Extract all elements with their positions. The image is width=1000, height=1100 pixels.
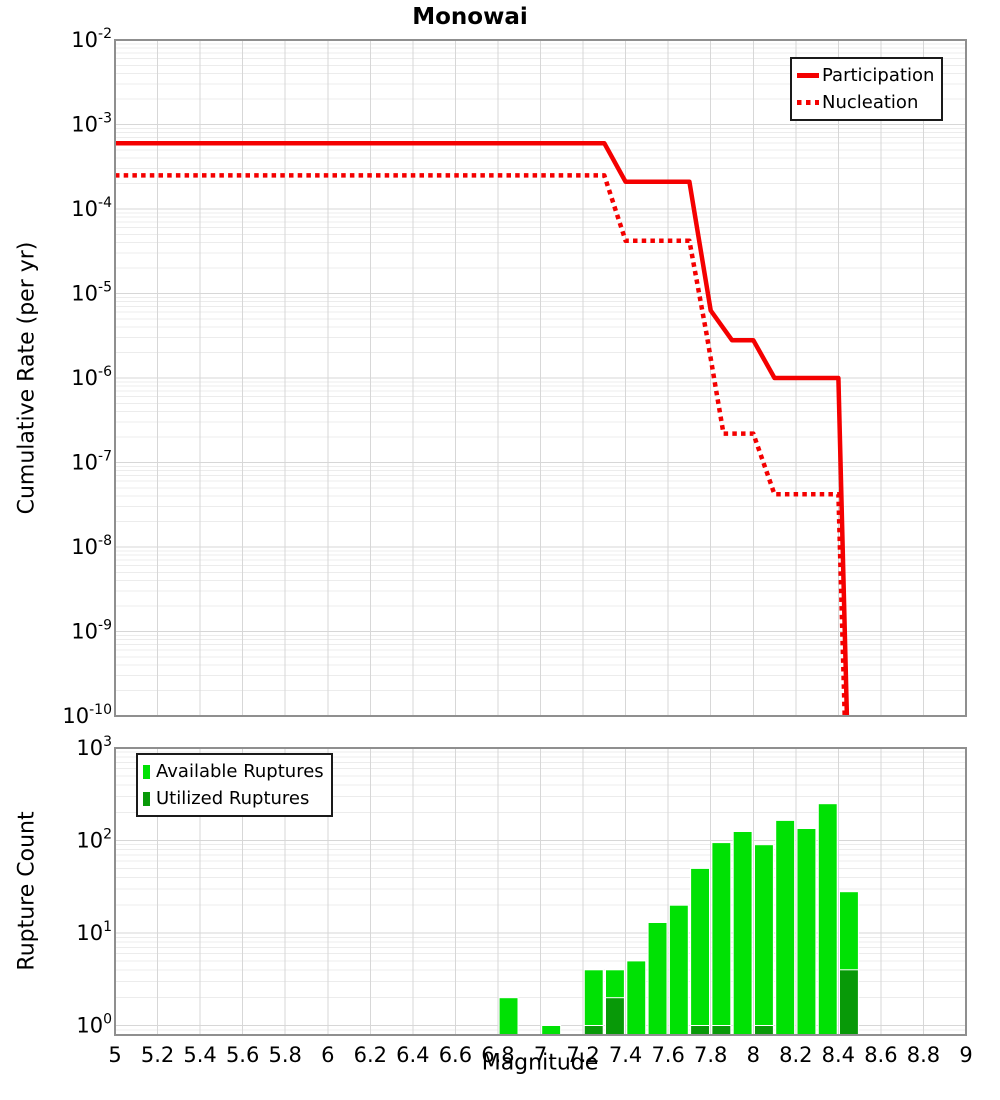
rate-panel: 10-2 10-3 10-4 10-5 10-6 10-7 10-8 10-9 10-10 xyxy=(62,26,967,728)
x-tick-label: 6 xyxy=(321,1043,334,1067)
legend-row-utilized: Utilized Ruptures xyxy=(143,785,324,812)
nucleation-legend-label: Nucleation xyxy=(822,92,919,113)
x-tick-label: 6.6 xyxy=(439,1043,472,1067)
y-tick-label: 100 xyxy=(76,1012,112,1038)
y-tick-label: 101 xyxy=(76,919,112,945)
x-tick-label: 5.6 xyxy=(226,1043,259,1067)
utilized-ruptures-bar xyxy=(754,1025,774,1036)
utilized-ruptures-bar xyxy=(583,1025,604,1036)
x-tick-label: 8 xyxy=(747,1043,760,1067)
utilized-legend-label: Utilized Ruptures xyxy=(156,788,310,809)
utilized-ruptures-bar xyxy=(711,1025,732,1036)
available-ruptures-bar xyxy=(541,1025,562,1036)
nucleation-line-sample xyxy=(797,100,819,105)
utilized-ruptures-bar xyxy=(839,969,859,1036)
x-tick-label: 5 xyxy=(108,1043,121,1067)
y-tick-label: 10-2 xyxy=(71,26,112,52)
participation-line-sample xyxy=(797,73,819,78)
y-tick-label: 10-3 xyxy=(71,111,112,137)
nucleation-line xyxy=(115,173,847,717)
legend-row-available: Available Ruptures xyxy=(143,758,324,785)
available-ruptures-bar xyxy=(817,803,838,1036)
utilized-ruptures-swatch xyxy=(143,791,150,806)
rupture-legend: Available Ruptures Utilized Ruptures xyxy=(136,753,333,817)
x-tick-label: 7.2 xyxy=(566,1043,599,1067)
available-ruptures-bar xyxy=(647,922,668,1036)
available-ruptures-bar xyxy=(775,819,796,1036)
x-tick-label: 7.4 xyxy=(609,1043,642,1067)
y-tick-label: 10-10 xyxy=(62,702,112,728)
x-tick-label: 9 xyxy=(959,1043,972,1067)
x-tick-label: 7.6 xyxy=(651,1043,684,1067)
y-tick-label: 10-5 xyxy=(71,280,112,306)
x-tick-label: 7.8 xyxy=(694,1043,727,1067)
y-tick-label: 10-4 xyxy=(71,195,112,221)
x-tick-label: 8.6 xyxy=(864,1043,897,1067)
available-ruptures-bar xyxy=(732,831,753,1036)
y-tick-label: 10-9 xyxy=(71,618,112,644)
x-tick-label: 6.4 xyxy=(396,1043,429,1067)
legend-row-nucleation: Nucleation xyxy=(797,89,934,116)
participation-line xyxy=(115,140,850,717)
legend-row-participation: Participation xyxy=(797,62,934,89)
y-tick-label: 103 xyxy=(76,734,112,760)
bottom-y-axis-title: Rupture Count xyxy=(14,811,40,971)
y-tick-label: 10-7 xyxy=(71,449,112,475)
chart-title: Monowai xyxy=(412,4,528,30)
x-tick-label: 6.2 xyxy=(354,1043,387,1067)
participation-legend-label: Participation xyxy=(822,65,935,86)
x-tick-label: 8.4 xyxy=(822,1043,855,1067)
y-tick-label: 102 xyxy=(76,827,112,853)
y-tick-label: 10-6 xyxy=(71,364,112,390)
x-tick-label: 6.8 xyxy=(481,1043,514,1067)
utilized-ruptures-bar xyxy=(690,1025,710,1036)
available-ruptures-swatch xyxy=(143,764,150,779)
available-ruptures-bar xyxy=(754,844,774,1036)
available-ruptures-bar xyxy=(711,842,732,1036)
x-tick-label: 5.2 xyxy=(141,1043,174,1067)
x-tick-label: 5.4 xyxy=(183,1043,216,1067)
x-tick-label: 8.2 xyxy=(779,1043,812,1067)
rate-legend: Participation Nucleation xyxy=(790,57,944,121)
x-tick-label: 8.8 xyxy=(907,1043,940,1067)
x-axis-title: Magnitude xyxy=(481,1050,599,1076)
x-tick-label: 5.8 xyxy=(268,1043,301,1067)
utilized-ruptures-bar xyxy=(605,997,625,1036)
top-y-axis-title: Cumulative Rate (per yr) xyxy=(14,241,40,515)
available-ruptures-bar xyxy=(668,904,689,1036)
available-legend-label: Available Ruptures xyxy=(156,761,324,782)
available-ruptures-bar xyxy=(626,960,647,1036)
available-ruptures-bar xyxy=(498,997,519,1036)
x-tick-label: 7 xyxy=(534,1043,547,1067)
available-ruptures-bar xyxy=(690,867,710,1036)
available-ruptures-bar xyxy=(796,828,817,1036)
y-tick-label: 10-8 xyxy=(71,533,112,559)
